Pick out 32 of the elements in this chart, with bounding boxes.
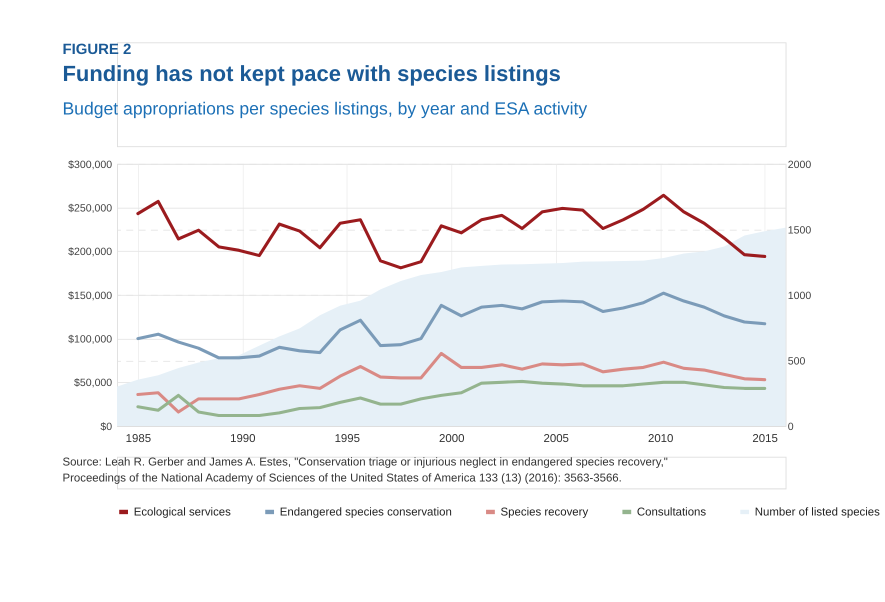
line-series [136, 380, 766, 418]
legend-label: Endangered species conservation [280, 506, 452, 518]
x-tick-label: 1995 [334, 433, 360, 446]
source-note: Source: Leah R. Gerber and James A. Estes, "Conservation triage or injurious neglect in endangered species recovery," Proceedings of the National Academy of Sciences of the United States of America 133 (13) (2016): 3563-3566. [62, 456, 668, 484]
x-tick-label: 2000 [439, 433, 464, 446]
y2-tick-label: 1500 [788, 224, 812, 236]
y-tick-label: $300,000 [68, 158, 112, 171]
legend-label: Number of listed species [754, 506, 880, 518]
x-tick-label: 2010 [648, 433, 674, 446]
y2-tick-label: 0 [788, 420, 794, 433]
y2-tick-label: 1000 [788, 290, 812, 302]
y2-tick-label: 2000 [788, 158, 812, 171]
legend-label: Consultations [636, 506, 706, 518]
caption: FIGURE 2 [62, 40, 132, 58]
x-tick-label: 1990 [230, 433, 256, 446]
x-tick-label: 2005 [543, 433, 569, 446]
chart-subtitle: Budget appropriations per species listings, by year and ESA activity [62, 98, 588, 119]
line-series [136, 292, 766, 360]
y-tick-label: $150,000 [68, 290, 112, 302]
y-tick-label: $100,000 [68, 334, 112, 346]
y-tick-label: $200,000 [68, 246, 112, 258]
y-tick-label: $50,000 [74, 377, 112, 390]
chart-title: Funding has not kept pace with species listings [62, 61, 561, 86]
y-tick-label: $250,000 [68, 202, 112, 214]
legend-label: Ecological services [134, 506, 232, 518]
x-tick-label: 1985 [126, 433, 152, 446]
legend-label: Species recovery [500, 506, 588, 518]
y-tick-label: $0 [100, 420, 112, 433]
line-series [136, 352, 766, 414]
y2-tick-label: 500 [788, 355, 806, 368]
line-series [136, 194, 766, 270]
x-tick-label: 2015 [752, 433, 778, 446]
